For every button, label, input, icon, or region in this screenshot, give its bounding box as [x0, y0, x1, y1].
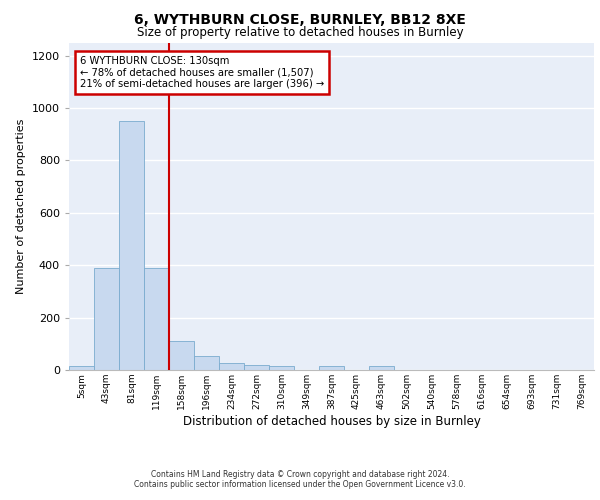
Text: 6, WYTHBURN CLOSE, BURNLEY, BB12 8XE: 6, WYTHBURN CLOSE, BURNLEY, BB12 8XE — [134, 12, 466, 26]
Bar — [269, 366, 294, 370]
Bar — [369, 366, 394, 370]
Y-axis label: Number of detached properties: Number of detached properties — [16, 118, 26, 294]
X-axis label: Distribution of detached houses by size in Burnley: Distribution of detached houses by size … — [182, 414, 481, 428]
Bar — [194, 356, 219, 370]
Bar — [169, 341, 194, 370]
Bar — [119, 121, 144, 370]
Bar — [319, 366, 344, 370]
Text: Size of property relative to detached houses in Burnley: Size of property relative to detached ho… — [137, 26, 463, 39]
Bar — [94, 268, 119, 370]
Text: 6 WYTHBURN CLOSE: 130sqm
← 78% of detached houses are smaller (1,507)
21% of sem: 6 WYTHBURN CLOSE: 130sqm ← 78% of detach… — [79, 56, 324, 89]
Bar — [219, 364, 244, 370]
Bar — [244, 365, 269, 370]
Text: Contains HM Land Registry data © Crown copyright and database right 2024.
Contai: Contains HM Land Registry data © Crown c… — [134, 470, 466, 489]
Bar — [144, 268, 169, 370]
Bar — [69, 366, 94, 370]
